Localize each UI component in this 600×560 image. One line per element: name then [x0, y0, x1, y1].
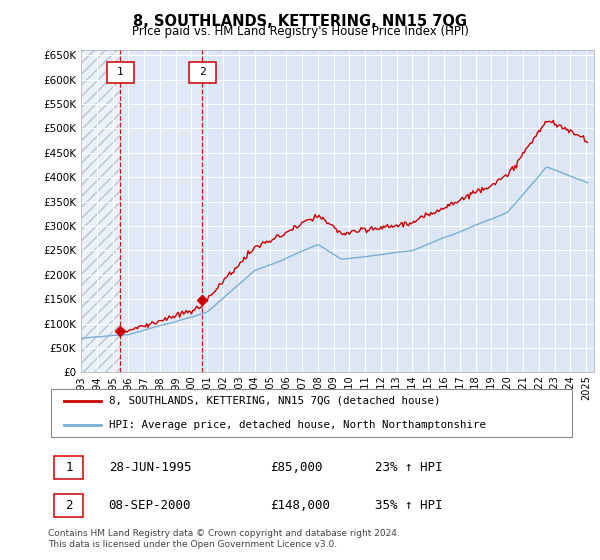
Text: 2: 2	[199, 67, 206, 77]
Text: 08-SEP-2000: 08-SEP-2000	[109, 499, 191, 512]
Text: 23% ↑ HPI: 23% ↑ HPI	[376, 461, 443, 474]
Text: 35% ↑ HPI: 35% ↑ HPI	[376, 499, 443, 512]
Bar	[121, 50, 202, 372]
Bar	[107, 62, 134, 83]
Bar	[81, 50, 121, 372]
Text: Price paid vs. HM Land Registry's House Price Index (HPI): Price paid vs. HM Land Registry's House …	[131, 25, 469, 38]
Bar	[189, 62, 215, 83]
Text: 1: 1	[65, 461, 73, 474]
Text: HPI: Average price, detached house, North Northamptonshire: HPI: Average price, detached house, Nort…	[109, 420, 486, 430]
Text: 28-JUN-1995: 28-JUN-1995	[109, 461, 191, 474]
Text: Contains HM Land Registry data © Crown copyright and database right 2024.
This d: Contains HM Land Registry data © Crown c…	[48, 529, 400, 549]
Text: 2: 2	[65, 499, 73, 512]
FancyBboxPatch shape	[50, 389, 572, 437]
Bar	[55, 456, 83, 479]
Bar	[81, 50, 121, 372]
Text: 1: 1	[117, 67, 124, 77]
Bar	[55, 494, 83, 517]
Text: £85,000: £85,000	[270, 461, 322, 474]
Text: 8, SOUTHLANDS, KETTERING, NN15 7QG: 8, SOUTHLANDS, KETTERING, NN15 7QG	[133, 14, 467, 29]
Text: £148,000: £148,000	[270, 499, 330, 512]
Text: 8, SOUTHLANDS, KETTERING, NN15 7QG (detached house): 8, SOUTHLANDS, KETTERING, NN15 7QG (deta…	[109, 396, 440, 406]
